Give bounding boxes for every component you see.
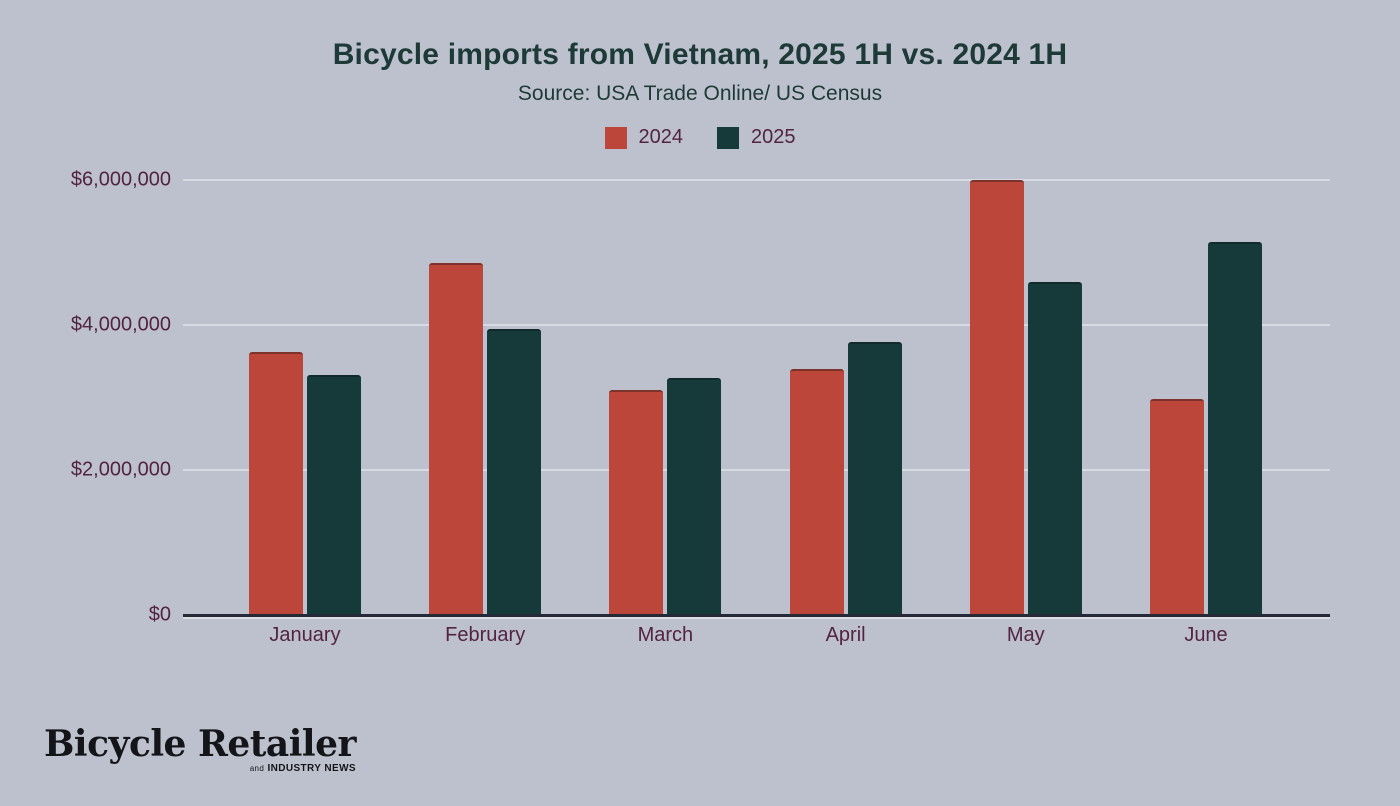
y-tick-label: $2,000,000 xyxy=(70,458,171,481)
bar-2025-june xyxy=(1208,241,1262,615)
bar-2024-january xyxy=(249,351,303,615)
chart-legend: 2024 2025 xyxy=(0,126,1400,149)
x-tick-label-june: June xyxy=(1184,624,1228,646)
legend-item-2024: 2024 xyxy=(604,126,684,149)
chart-subtitle: Source: USA Trade Online/ US Census xyxy=(517,82,883,105)
y-tick-label: $0 xyxy=(148,603,171,626)
legend-label-2025: 2025 xyxy=(751,126,796,148)
bar-2025-january xyxy=(307,375,361,615)
bar-2024-june xyxy=(1150,398,1204,615)
gridline-2000000 xyxy=(183,469,1330,471)
bar-2025-march xyxy=(667,377,722,615)
x-tick-label-march: March xyxy=(637,624,694,646)
logo-tagline-and: and xyxy=(249,764,265,773)
bar-2025-february xyxy=(487,329,542,615)
bicycle-retailer-logo: Bicycle Retailer and INDUSTRY NEWS xyxy=(44,726,356,774)
chart-title: Bicycle imports from Vietnam, 2025 1H vs… xyxy=(332,38,1068,71)
logo-tagline-news: INDUSTRY NEWS xyxy=(267,763,356,774)
bar-2025-may xyxy=(1027,282,1082,615)
bar-2024-march xyxy=(609,389,664,615)
legend-swatch-2025 xyxy=(717,126,739,149)
gridline-4000000 xyxy=(183,324,1330,326)
bar-2024-april xyxy=(789,369,844,615)
bar-2024-february xyxy=(429,262,484,615)
logo-wordmark: Bicycle Retailer xyxy=(44,723,356,765)
gridline-6000000 xyxy=(183,179,1330,181)
x-axis-line xyxy=(183,614,1330,617)
logo-tagline: and INDUSTRY NEWS xyxy=(44,763,356,774)
bar-2024-may xyxy=(969,180,1024,615)
x-tick-label-may: May xyxy=(1006,624,1045,646)
x-tick-label-april: April xyxy=(825,624,866,646)
y-tick-label: $4,000,000 xyxy=(70,313,171,336)
x-tick-label-february: February xyxy=(445,624,526,646)
legend-label-2024: 2024 xyxy=(638,126,684,148)
bar-2025-april xyxy=(847,342,902,615)
legend-item-2025: 2025 xyxy=(717,126,796,149)
y-tick-label: $6,000,000 xyxy=(70,168,171,191)
legend-swatch-2024 xyxy=(604,126,627,149)
x-tick-label-january: January xyxy=(269,624,341,646)
